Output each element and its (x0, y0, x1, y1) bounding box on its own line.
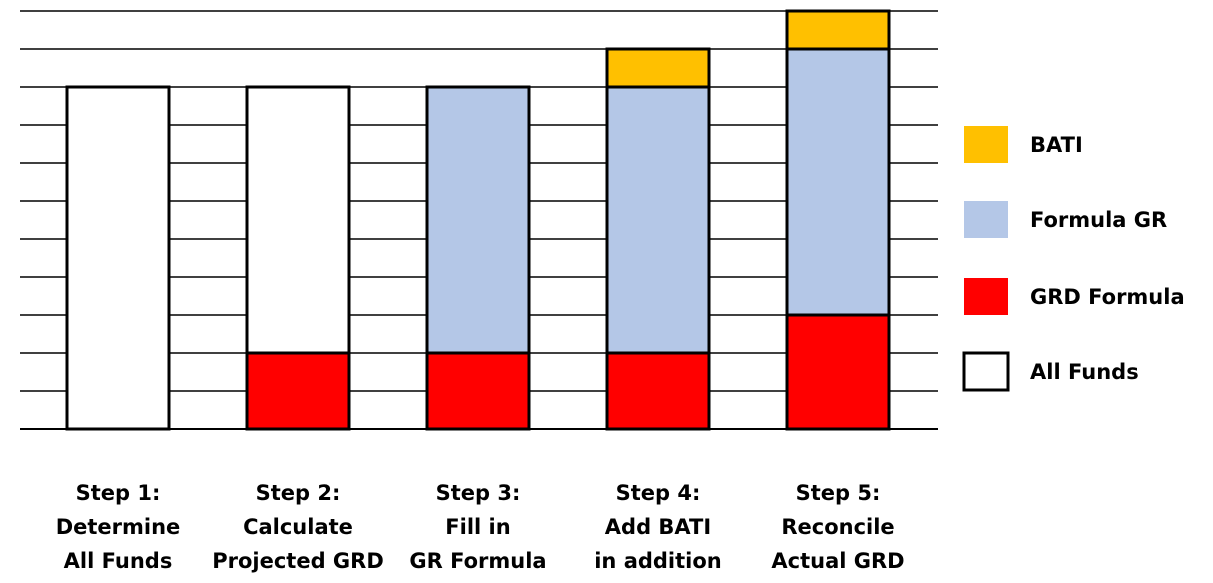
category-label-step-1-line-3: All Funds (64, 549, 173, 573)
bar-segment-formula-step-3 (425, 85, 531, 355)
category-label-step-1-line-2: Determine (56, 515, 181, 539)
bar-segment-allfunds-step-1 (65, 85, 171, 431)
category-label-step-5-line-3: Actual GRD (771, 549, 904, 573)
category-label-step-3-line-1: Step 3: (436, 481, 521, 505)
category-label-step-2-line-1: Step 2: (256, 481, 341, 505)
category-label-step-3-line-2: Fill in (445, 515, 510, 539)
legend-swatch-grd (964, 278, 1008, 315)
bar-segment-allfunds-step-2 (245, 85, 351, 355)
category-label-step-5-line-2: Reconcile (781, 515, 894, 539)
bars (65, 9, 891, 431)
legend-label-allfunds: All Funds (1030, 360, 1139, 384)
category-labels: Step 1: Determine All Funds Step 2: Calculat… (56, 481, 905, 573)
legend-swatch-formula (964, 201, 1008, 238)
category-label-step-3-line-3: GR Formula (409, 549, 546, 573)
legend-swatch-allfunds (962, 351, 1010, 392)
legend-label-bati: BATI (1030, 133, 1083, 157)
bar-segment-grd-step-4 (605, 351, 711, 431)
category-label-step-2-line-3: Projected GRD (212, 549, 384, 573)
legend-label-grd: GRD Formula (1030, 285, 1185, 309)
category-label-step-1-line-1: Step 1: (76, 481, 161, 505)
bar-segment-bati-step-4 (605, 47, 711, 89)
legend-label-formula: Formula GR (1030, 208, 1167, 232)
legend: BATI Formula GR GRD Formula All Funds (962, 126, 1185, 392)
category-label-step-4-line-3: in addition (594, 549, 722, 573)
category-label-step-5-line-1: Step 5: (796, 481, 881, 505)
bar-segment-grd-step-3 (425, 351, 531, 431)
bar-segment-bati-step-5 (785, 9, 891, 51)
legend-swatch-bati (964, 126, 1008, 163)
category-label-step-2-line-2: Calculate (243, 515, 353, 539)
bar-segment-formula-step-4 (605, 85, 711, 355)
bar-segment-grd-step-2 (245, 351, 351, 431)
bar-segment-grd-step-5 (785, 313, 891, 431)
category-label-step-4-line-1: Step 4: (616, 481, 701, 505)
bar-segment-formula-step-5 (785, 47, 891, 317)
category-label-step-4-line-2: Add BATI (605, 515, 711, 539)
